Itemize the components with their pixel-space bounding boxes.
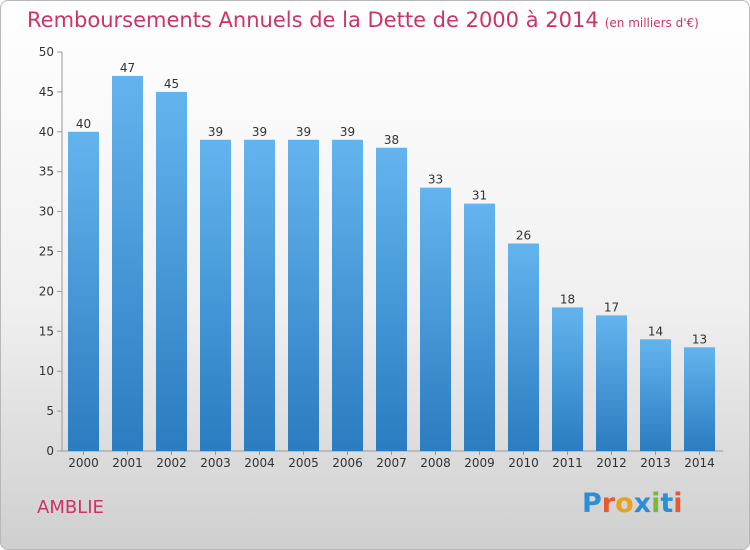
bar-2005: [288, 139, 319, 451]
bar-2010: [508, 243, 539, 451]
bar-2009: [464, 203, 495, 451]
value-label: 47: [120, 61, 135, 75]
logo-letter: r: [601, 488, 616, 519]
x-tick-label: 2005: [288, 456, 319, 470]
logo-letter: i: [673, 488, 683, 519]
bar-2002: [156, 91, 187, 452]
logo-letter: x: [633, 488, 652, 519]
y-tick-label: 40: [39, 125, 54, 139]
logo-letter: i: [651, 488, 661, 519]
bar-2004: [244, 139, 275, 451]
value-label: 31: [472, 189, 487, 203]
chart-title-main: Remboursements Annuels de la Dette de 20…: [27, 8, 599, 32]
logo-letter: P: [582, 488, 602, 519]
value-label: 39: [340, 125, 355, 139]
value-label: 26: [516, 229, 531, 243]
x-tick-label: 2014: [684, 456, 715, 470]
x-tick-label: 2001: [112, 456, 143, 470]
y-tick-label: 50: [39, 45, 54, 59]
value-label: 38: [384, 133, 399, 147]
x-tick-label: 2000: [68, 456, 99, 470]
value-label: 18: [560, 292, 575, 306]
value-label: 45: [164, 77, 179, 91]
y-tick-label: 15: [39, 324, 54, 338]
y-tick-label: 0: [46, 444, 54, 458]
bar-2001: [112, 75, 143, 451]
x-tick-label: 2002: [156, 456, 187, 470]
x-tick-label: 2003: [200, 456, 231, 470]
value-label: 39: [208, 125, 223, 139]
bar-2000: [68, 131, 99, 452]
y-tick-label: 30: [39, 205, 54, 219]
y-tick-label: 10: [39, 364, 54, 378]
value-label: 17: [604, 300, 619, 314]
x-tick-label: 2011: [552, 456, 583, 470]
logo-letter: t: [660, 488, 674, 519]
y-tick-label: 45: [39, 85, 54, 99]
logo-letter: o: [615, 488, 634, 519]
x-tick-label: 2006: [332, 456, 363, 470]
bar-2003: [200, 139, 231, 451]
bar-2011: [552, 307, 583, 451]
x-tick-label: 2010: [508, 456, 539, 470]
x-tick-label: 2012: [596, 456, 627, 470]
y-tick-label: 5: [46, 404, 54, 418]
bar-2014: [684, 347, 715, 451]
value-label: 39: [252, 125, 267, 139]
bar-2013: [640, 339, 671, 451]
value-label: 13: [692, 332, 707, 346]
proxiti-logo[interactable]: ProxitiProxiti: [582, 488, 683, 519]
value-label: 40: [76, 117, 91, 131]
value-label: 14: [648, 324, 663, 338]
y-tick-label: 25: [39, 245, 54, 259]
x-tick-label: 2013: [640, 456, 671, 470]
y-tick-label: 20: [39, 284, 54, 298]
chart-title: Remboursements Annuels de la Dette de 20…: [27, 8, 699, 32]
chart-title-unit: (en milliers d'€): [604, 16, 699, 30]
x-tick-label: 2004: [244, 456, 275, 470]
value-label: 33: [428, 173, 443, 187]
commune-name: AMBLIE: [37, 497, 104, 518]
y-tick-label: 35: [39, 165, 54, 179]
value-label: 39: [296, 125, 311, 139]
x-tick-label: 2008: [420, 456, 451, 470]
bar-2007: [376, 147, 407, 451]
x-tick-label: 2007: [376, 456, 407, 470]
bar-2006: [332, 139, 363, 451]
bar-2012: [596, 315, 627, 451]
bar-2008: [420, 187, 451, 451]
x-tick-label: 2009: [464, 456, 495, 470]
